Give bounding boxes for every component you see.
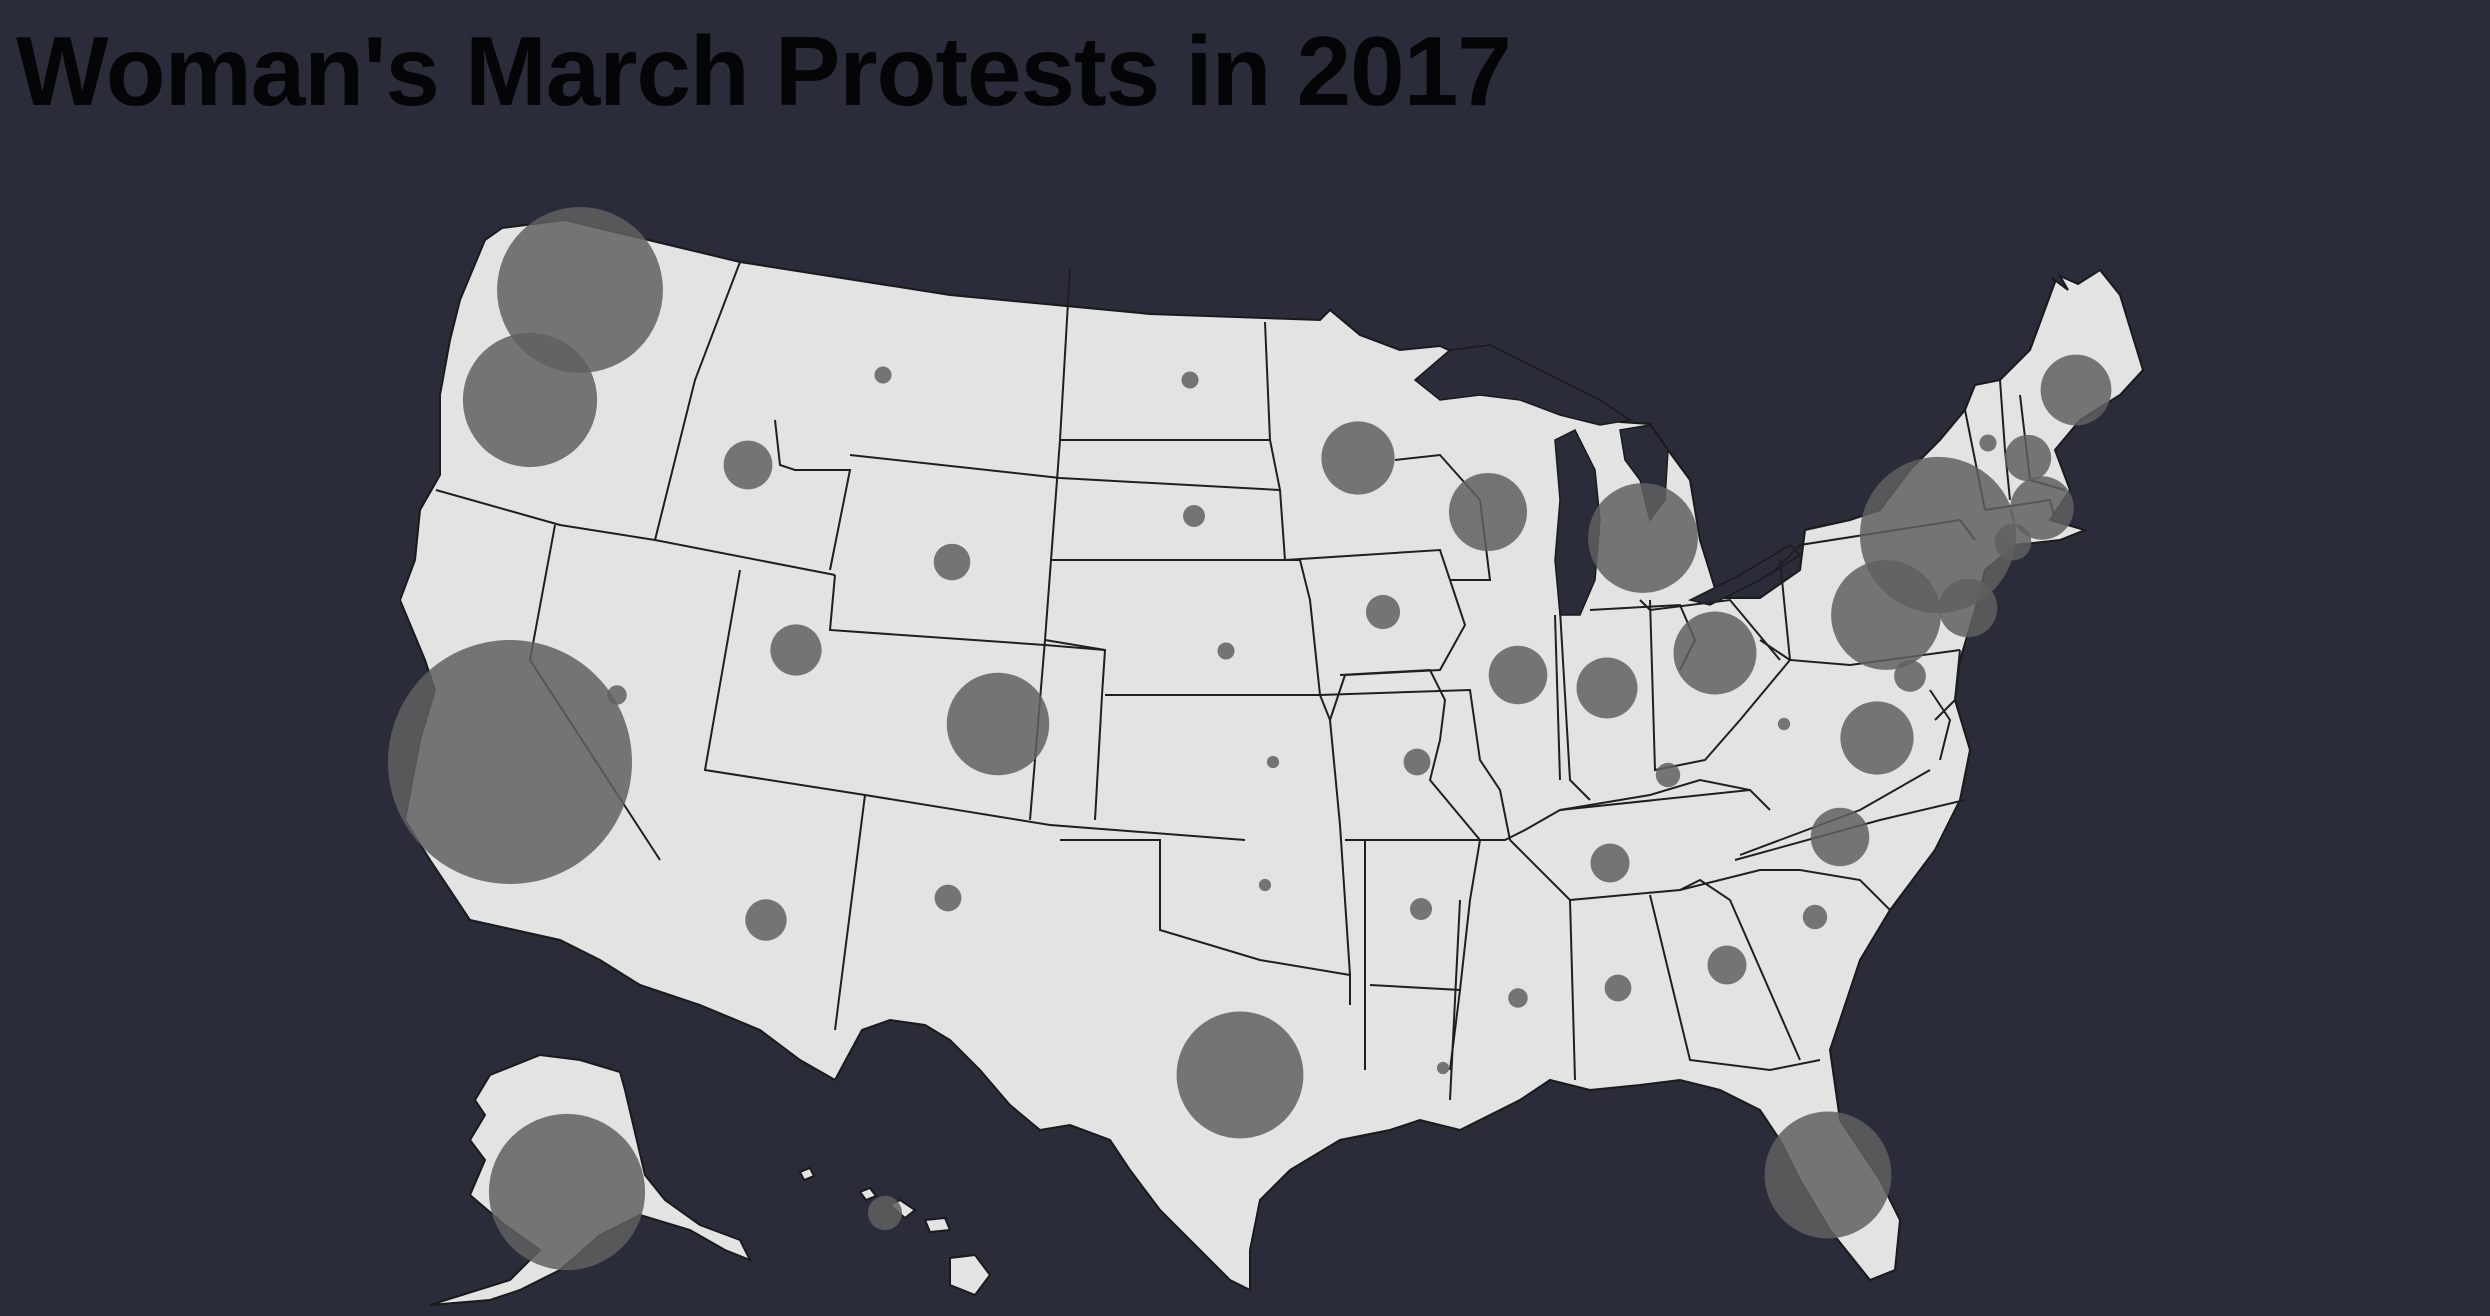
protest-bubble-oh[interactable] xyxy=(1673,611,1757,695)
protest-bubble-sd[interactable] xyxy=(1183,505,1205,527)
protest-bubble-va[interactable] xyxy=(1840,701,1914,775)
protest-bubble-wi[interactable] xyxy=(1448,472,1528,552)
protest-bubble-in[interactable] xyxy=(1576,657,1638,719)
protest-bubble-nj[interactable] xyxy=(1938,578,1998,638)
protest-bubble-ks[interactable] xyxy=(1266,755,1280,769)
protest-bubble-ct[interactable] xyxy=(1994,523,2032,561)
protest-bubble-nm[interactable] xyxy=(934,884,962,912)
protest-bubble-fl[interactable] xyxy=(1764,1111,1892,1239)
protest-bubble-nh[interactable] xyxy=(2004,434,2052,482)
protest-bubble-wv[interactable] xyxy=(1777,717,1791,731)
protest-bubble-az[interactable] xyxy=(745,899,787,941)
protest-bubble-ia[interactable] xyxy=(1365,594,1401,630)
protest-bubble-tx[interactable] xyxy=(1176,1011,1304,1139)
protest-bubble-il[interactable] xyxy=(1488,645,1548,705)
protest-bubble-ky[interactable] xyxy=(1655,762,1681,788)
protest-bubble-la[interactable] xyxy=(1436,1061,1450,1075)
protest-bubble-ut[interactable] xyxy=(770,624,822,676)
protest-bubble-me[interactable] xyxy=(2040,354,2112,426)
state-borders xyxy=(435,261,2066,1101)
protest-bubble-md[interactable] xyxy=(1894,660,1926,692)
protest-bubble-ms[interactable] xyxy=(1508,988,1528,1008)
protest-bubble-nv[interactable] xyxy=(607,685,627,705)
protest-bubble-sc[interactable] xyxy=(1802,904,1828,930)
map-title: Woman's March Protests in 2017 xyxy=(16,16,1512,126)
protest-bubble-id[interactable] xyxy=(723,440,773,490)
protest-bubble-ar[interactable] xyxy=(1410,898,1432,920)
lake-superior xyxy=(1413,344,1632,426)
protest-bubble-tn[interactable] xyxy=(1590,843,1630,883)
protest-bubble-mn[interactable] xyxy=(1321,421,1395,495)
protest-bubble-co[interactable] xyxy=(946,672,1050,776)
protest-bubble-al[interactable] xyxy=(1604,974,1632,1002)
protest-bubble-nc[interactable] xyxy=(1810,807,1870,867)
protest-bubble-mt[interactable] xyxy=(874,366,892,384)
protest-bubble-ma[interactable] xyxy=(2010,476,2074,540)
protest-bubble-ny[interactable] xyxy=(1859,456,2017,614)
protest-bubble-ne[interactable] xyxy=(1217,642,1235,660)
protest-bubble-ca[interactable] xyxy=(388,640,632,884)
protest-bubble-wa[interactable] xyxy=(497,207,663,373)
protest-bubble-hi[interactable] xyxy=(867,1195,903,1231)
protest-bubble-vt[interactable] xyxy=(1979,434,1997,452)
hawaii-islands xyxy=(798,1166,992,1297)
protest-bubble-ok[interactable] xyxy=(1258,878,1272,892)
protest-bubbles xyxy=(388,207,2112,1271)
lake-michigan xyxy=(1554,428,1601,616)
lake-erie xyxy=(1687,544,1802,606)
protest-bubble-wy[interactable] xyxy=(933,543,971,581)
protest-bubble-ga[interactable] xyxy=(1707,945,1747,985)
protest-bubble-ak[interactable] xyxy=(488,1113,646,1271)
protest-bubble-mi[interactable] xyxy=(1588,483,1698,593)
protest-bubble-nd[interactable] xyxy=(1181,371,1199,389)
protest-bubble-mo[interactable] xyxy=(1403,748,1431,776)
protest-bubble-or[interactable] xyxy=(462,332,598,468)
